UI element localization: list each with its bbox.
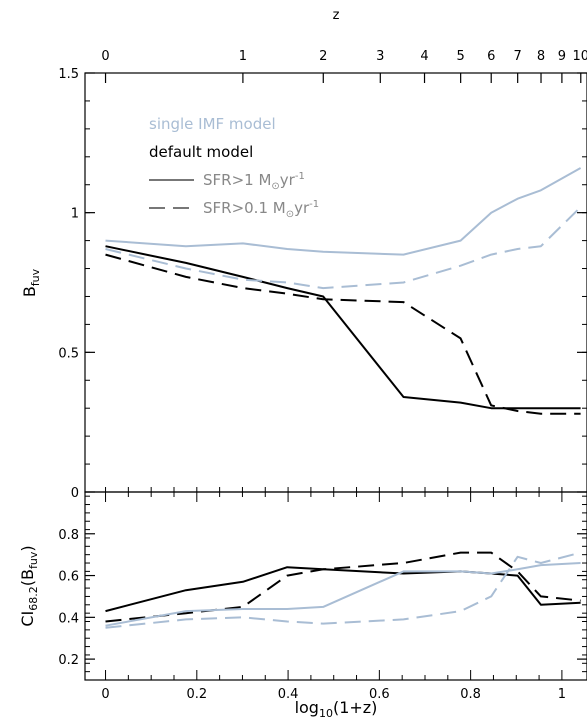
top-tick-label: 9 xyxy=(558,49,566,64)
main-ytick-label: 0 xyxy=(71,486,79,501)
main-panel-frame xyxy=(84,72,587,493)
ci-panel-series xyxy=(105,551,581,629)
ci-series-1 xyxy=(105,551,581,623)
main-series-0 xyxy=(105,245,581,410)
top-tick-label: 10 xyxy=(573,49,587,64)
main-ytick-label: 1 xyxy=(71,207,79,222)
main-y-axis-title: Bfuv xyxy=(20,268,42,297)
ci-xtick-label: 0.6 xyxy=(369,687,390,702)
top-tick-label: 5 xyxy=(457,49,465,64)
legend-dashed-label: SFR>0.1 M⊙yr-1 xyxy=(203,199,319,220)
ci-series-2 xyxy=(105,562,581,627)
top-tick-label: 3 xyxy=(376,49,384,64)
top-tick-label: 6 xyxy=(487,49,495,64)
top-axis-ticks: 0 1 2 3 4 5 6 7 8 9 10 xyxy=(101,49,587,83)
top-tick-label: 1 xyxy=(239,49,247,64)
ci-xtick-label: 0.4 xyxy=(278,687,299,702)
ci-xtick-label: 1 xyxy=(558,687,566,702)
top-tick-label: 7 xyxy=(514,49,522,64)
ci-ytick-label: 0.8 xyxy=(58,528,79,543)
ci-panel: 0.20.40.60.80 0.2 0.4 0.6 0.8 1 CI68.2(Bfuv) … xyxy=(18,491,587,718)
main-panel-series xyxy=(105,167,582,415)
ci-xtick-label: 0.2 xyxy=(186,687,207,702)
ci-y-axis-title: CI68.2(Bfuv) xyxy=(18,545,40,626)
top-tick-label: 2 xyxy=(319,49,327,64)
main-panel-ticks: 0 0.5 1 1.5 xyxy=(58,67,587,501)
main-series-1 xyxy=(105,253,581,415)
main-series-3 xyxy=(105,206,582,290)
ci-ytick-label: 0.4 xyxy=(58,611,79,626)
top-axis-title: z xyxy=(333,8,340,23)
top-tick-label: 4 xyxy=(420,49,428,64)
ci-ytick-label: 0.6 xyxy=(58,570,79,585)
legend-default-model: default model xyxy=(149,143,253,161)
ci-series-0 xyxy=(105,566,581,613)
ci-xtick-label: 0 xyxy=(101,687,109,702)
x-axis-title: log10(1+z) xyxy=(295,698,378,718)
legend-solid-label: SFR>1 M⊙yr-1 xyxy=(203,171,305,192)
main-ytick-label: 1.5 xyxy=(58,67,79,82)
ci-xtick-label: 0.8 xyxy=(460,687,481,702)
legend: single IMF model default model SFR>1 M⊙y… xyxy=(149,115,319,220)
main-series-2 xyxy=(105,167,582,256)
ci-panel-frame xyxy=(84,491,587,681)
ci-panel-ticks: 0.2 0.4 0.6 0.8 0 0.2 0.4 0.6 0.8 1 xyxy=(58,492,587,702)
legend-single-imf: single IMF model xyxy=(149,115,276,133)
top-tick-label: 0 xyxy=(101,49,109,64)
ci-ytick-label: 0.2 xyxy=(58,653,79,668)
top-tick-label: 8 xyxy=(537,49,545,64)
main-ytick-label: 0.5 xyxy=(58,346,79,361)
ci-series-3 xyxy=(105,551,581,629)
main-panel: 0 0.5 1 1.5 single IMF model default model … xyxy=(20,67,587,501)
